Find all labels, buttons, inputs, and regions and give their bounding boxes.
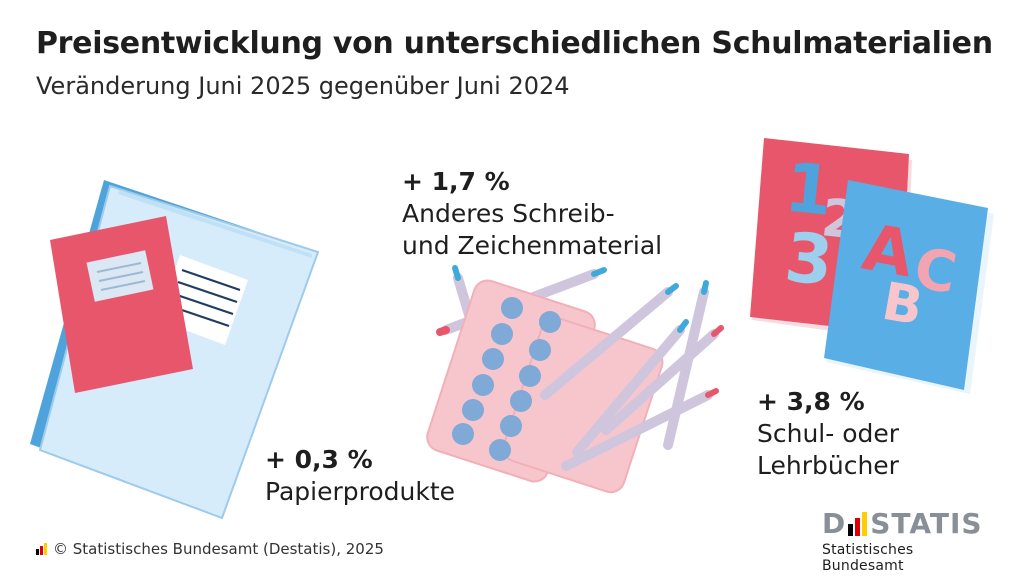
category-label: Lehrbücher — [757, 451, 899, 480]
category-label: Schul- oder — [757, 419, 900, 448]
page-title: Preisentwicklung von unterschiedlichen S… — [36, 26, 993, 61]
svg-text:3: 3 — [781, 218, 836, 302]
notebook-icon — [30, 180, 320, 520]
label-papierprodukte: + 0,3 % Papierprodukte — [265, 444, 455, 508]
label-lehrbuecher: + 3,8 % Schul- oder Lehrbücher — [757, 386, 899, 482]
copyright-footer: © Statistisches Bundesamt (Destatis), 20… — [36, 540, 384, 558]
category-label: Anderes Schreib- — [402, 199, 615, 228]
books-icon: 1 2 3 A B C — [750, 138, 994, 394]
label-schreibmaterial: + 1,7 % Anderes Schreib- und Zeichenmate… — [402, 166, 662, 262]
copyright-text: © Statistisches Bundesamt (Destatis), 20… — [53, 540, 384, 558]
destatis-logo: D STATIS Statistisches Bundesamt — [822, 507, 992, 575]
value-label: + 1,7 % — [402, 167, 510, 196]
value-label: + 3,8 % — [757, 387, 865, 416]
page-subtitle: Veränderung Juni 2025 gegenüber Juni 202… — [36, 72, 570, 100]
pencils-icon — [426, 265, 724, 494]
value-label: + 0,3 % — [265, 445, 373, 474]
category-label: und Zeichenmaterial — [402, 231, 663, 260]
logo-text-right: STATIS — [870, 507, 983, 540]
logo-bars-icon — [848, 512, 868, 536]
logo-text-left: D — [822, 507, 847, 540]
logo-subtitle: Statistisches Bundesamt — [822, 542, 914, 574]
category-label: Papierprodukte — [265, 477, 456, 506]
flag-icon — [36, 543, 47, 555]
svg-text:1: 1 — [781, 148, 836, 232]
